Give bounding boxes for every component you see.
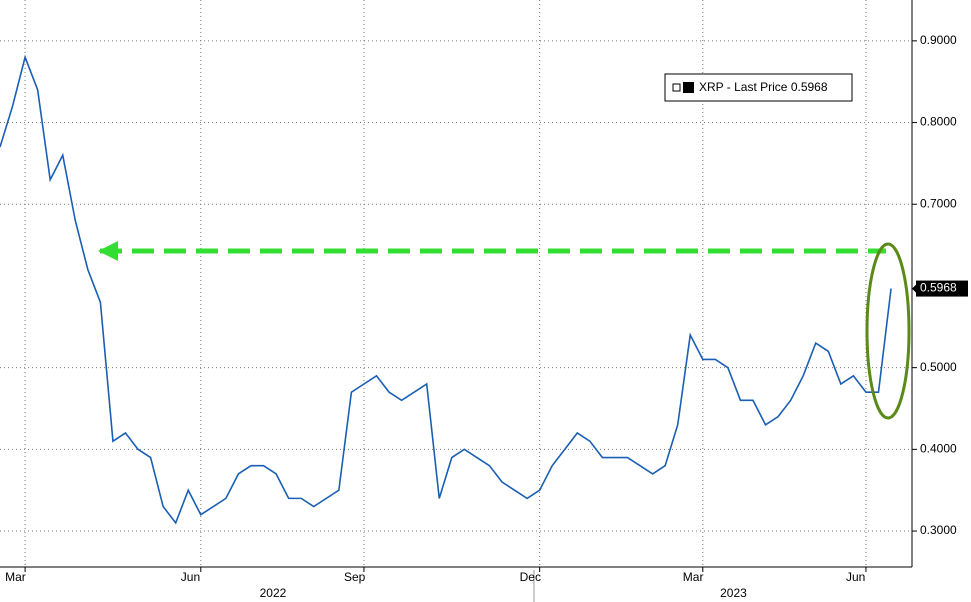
x-tick-label: Mar: [683, 570, 704, 584]
plot: [0, 54, 892, 525]
x-tick-label: Dec: [520, 570, 541, 584]
x-tick-label: Sep: [344, 570, 366, 584]
x-tick-label: Jun: [181, 570, 200, 584]
y-tick-label: 0.3000: [920, 523, 957, 537]
y-tick-label: 0.9000: [920, 33, 957, 47]
highlight-ellipse: [865, 242, 911, 420]
y-tick-label: 0.5000: [920, 360, 957, 374]
year-label: 2023: [720, 586, 747, 600]
legend-box: [664, 73, 853, 102]
last-price-label: 0.5968: [920, 281, 957, 295]
legend-label: XRP - Last Price 0.5968: [699, 80, 828, 94]
grid: [0, 0, 912, 567]
y-tick-label: 0.4000: [920, 442, 957, 456]
x-tick-label: Mar: [5, 570, 26, 584]
last-price-pointer: [912, 283, 917, 294]
legend-series: XRP - Last Price: [699, 80, 788, 94]
legend-swatch: [683, 82, 694, 93]
y-tick-label: 0.8000: [920, 115, 957, 129]
legend-value: 0.5968: [791, 80, 828, 94]
price-line: [0, 54, 892, 525]
last-price-box: [916, 280, 968, 297]
arrow-head: [98, 241, 118, 261]
y-tick-label: 0.7000: [920, 196, 957, 210]
year-label: 2022: [260, 586, 287, 600]
legend: XRP - Last Price 0.5968: [664, 73, 853, 102]
x-tick-label: Jun: [846, 570, 865, 584]
legend-toggle: [672, 83, 681, 92]
